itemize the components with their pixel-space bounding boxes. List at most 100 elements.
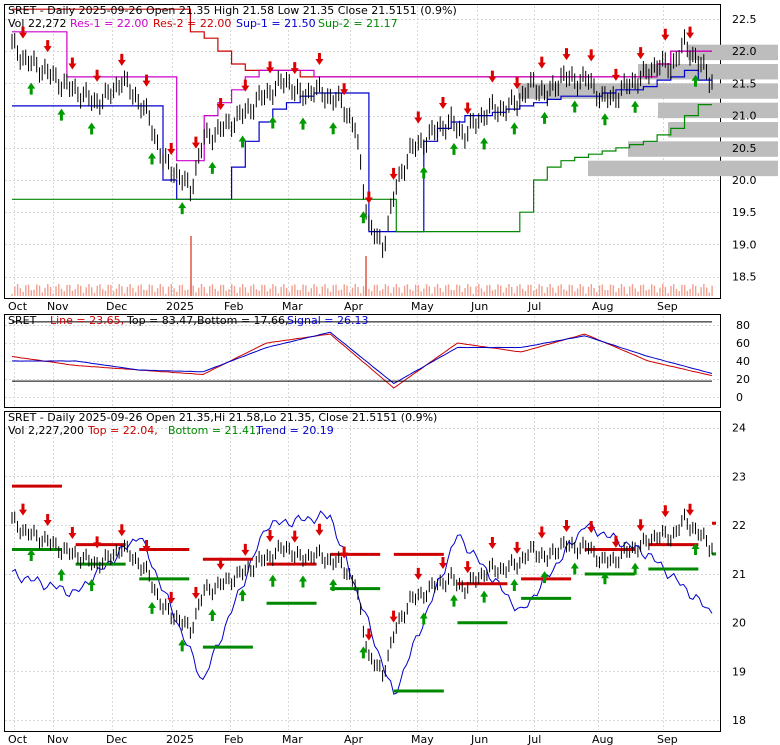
sell-arrow-icon [463,102,472,115]
volume-bar [497,284,499,296]
volume-bar [137,285,140,296]
volume-bar [362,286,365,296]
stoch-line [11,333,713,389]
volume-bar [91,287,93,296]
sup2-line [12,103,712,233]
month-label-bottom-5: Mar [282,733,303,745]
volume-bar [642,284,645,296]
volume-bar [327,288,329,296]
volume-bar [110,285,112,296]
volume-bar [368,288,370,296]
volume-bar [502,292,505,296]
y-tick-label-2-0: 24 [732,422,746,435]
buy-arrow-icon [540,571,549,584]
volume-profile-bar-3 [658,102,778,119]
volume-bar [409,289,411,296]
volume-bar [55,286,57,296]
volume-bar [66,284,68,296]
month-label-bottom-9: Jul [527,733,541,745]
volume-bar [38,285,41,296]
volume-bar [332,285,334,296]
volume-bar [508,284,510,296]
trend-line [11,510,713,695]
volume-bar [414,284,417,296]
volume-bar [16,284,19,296]
volume-bar [601,284,603,296]
volume-bar [626,293,628,296]
buy-arrow-icon [27,82,36,95]
volume-bar [222,284,225,296]
volume-bar [705,287,708,296]
sell-arrow-icon [488,537,497,550]
volume-bar [181,284,183,296]
buy-arrow-icon [419,166,428,179]
sell-arrow-icon [117,524,126,537]
volume-bar [129,284,131,296]
volume-bar [434,286,436,296]
buy-arrow-icon [510,579,519,592]
volume-bar [74,289,76,296]
volume-bar [417,285,420,296]
month-label-bottom-8: Jun [470,733,488,745]
sell-arrow-icon [167,143,176,156]
buy-arrow-icon [329,578,338,591]
price-panel-frame [4,4,721,299]
volume-bar [708,292,711,296]
volume-profile-bar-5 [638,64,778,80]
volume-bar [178,285,181,296]
volume-bar [69,284,71,296]
buy-arrow-icon [298,575,307,588]
volume-bar [346,285,348,296]
volume-bar [261,284,263,296]
volume-bar [318,293,321,296]
volume-bar [667,293,669,296]
volume-bar [101,289,104,296]
volume-bar [316,286,318,296]
sell-arrow-icon [340,546,349,559]
volume-bar [519,284,521,296]
month-label-bottom-10: Aug [592,733,613,745]
y-tick-label-1-3: 20 [736,373,750,386]
buy-arrow-icon [208,608,217,621]
month-label-top-2: Dec [106,300,127,313]
volume-bar [41,292,43,296]
volume-bar [521,288,524,296]
buy-arrow-icon [57,568,66,581]
y-tick-label-1-4: 0 [736,391,743,404]
volume-bar [387,285,389,296]
volume-bar [340,289,343,296]
buy-arrow-icon [691,543,700,556]
volume-bar [231,284,233,296]
volume-bar [505,287,507,296]
volume-bar [244,287,247,296]
volume-bar [582,286,584,296]
buy-arrow-icon [449,142,458,155]
volume-bar [640,285,642,296]
y-tick-label-0-6: 19.5 [732,206,757,219]
volume-bar [241,284,244,296]
res1-legend: Res-1 = 22.00 [70,17,148,30]
volume-bar [349,292,351,296]
volume-bar [579,284,582,296]
month-label-bottom-2: Dec [106,733,127,745]
buy-arrow-icon [57,108,66,121]
sell-arrow-icon [364,628,373,641]
buy-arrow-icon [268,116,277,129]
volume-bar [44,287,46,296]
volume-bar [694,285,697,296]
sell-arrow-icon [488,70,497,83]
volume-bar [653,285,656,296]
volume-bar [184,290,186,296]
month-label-top-10: Aug [592,300,613,313]
volume-bar [360,293,362,296]
res1-line [12,31,712,162]
volume-bar [406,284,409,296]
month-label-top-3: 2025 [166,300,194,313]
volume-bar [596,292,598,296]
volume-bar [250,285,252,296]
trend-vol-legend: Vol 2,227,200 [8,424,84,437]
sell-arrow-icon [389,167,398,180]
volume-bar [307,291,310,296]
volume-bar [549,284,551,296]
month-label-top-6: Apr [344,300,364,313]
